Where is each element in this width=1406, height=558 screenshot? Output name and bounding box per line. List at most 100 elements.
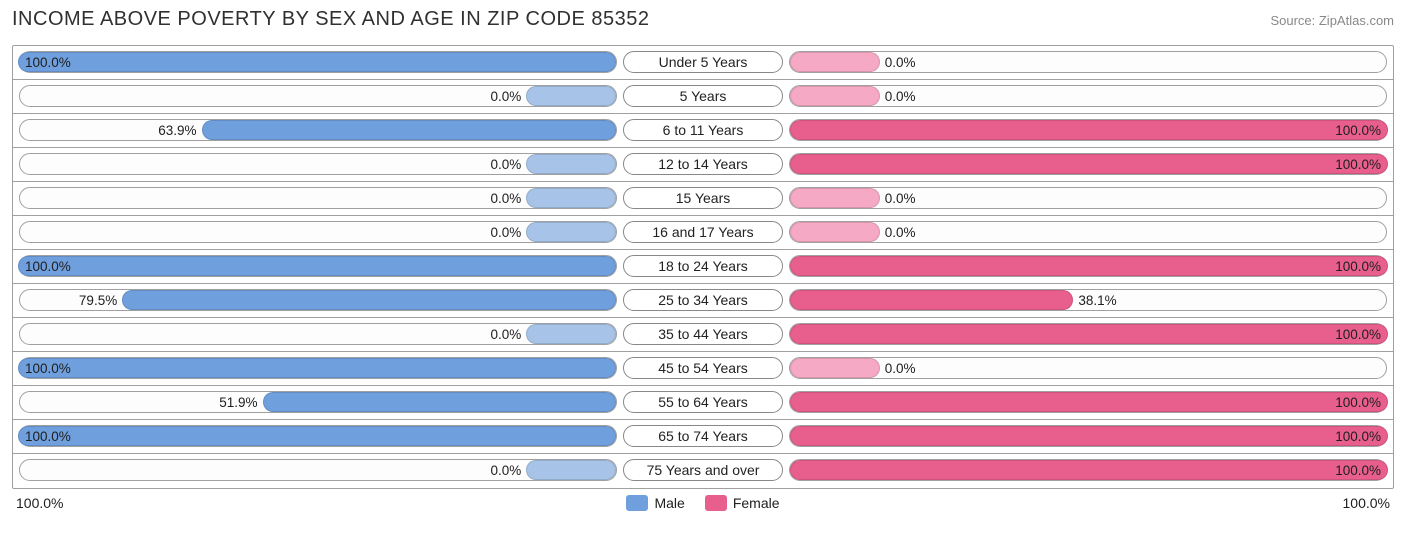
legend-swatch-male <box>626 495 648 511</box>
chart-row: 0.0%0.0%16 and 17 Years <box>13 216 1393 250</box>
female-value: 100.0% <box>1335 420 1381 454</box>
female-bar <box>790 426 1388 446</box>
female-bar <box>790 188 880 208</box>
female-bar <box>790 256 1388 276</box>
male-half: 100.0% <box>13 46 703 79</box>
female-half: 38.1% <box>703 284 1393 317</box>
chart-row: 63.9% 100.0% 6 to 11 Years <box>13 114 1393 148</box>
age-group-label: 35 to 44 Years <box>623 323 783 345</box>
female-value: 0.0% <box>885 216 916 250</box>
legend-label-male: Male <box>654 495 684 511</box>
male-half: 0.0% <box>13 80 703 113</box>
male-bar <box>122 290 616 310</box>
legend-label-female: Female <box>733 495 780 511</box>
male-bar <box>263 392 617 412</box>
age-group-label: 15 Years <box>623 187 783 209</box>
age-group-label: 65 to 74 Years <box>623 425 783 447</box>
chart-container: INCOME ABOVE POVERTY BY SEX AND AGE IN Z… <box>0 0 1406 523</box>
age-group-label: 12 to 14 Years <box>623 153 783 175</box>
male-half: 100.0% <box>13 420 703 453</box>
female-half: 0.0% <box>703 216 1393 249</box>
female-bar <box>790 460 1388 480</box>
age-group-label: 25 to 34 Years <box>623 289 783 311</box>
legend-female: Female <box>705 495 780 511</box>
female-bar <box>790 120 1388 140</box>
male-half: 0.0% <box>13 318 703 351</box>
age-group-label: 18 to 24 Years <box>623 255 783 277</box>
female-value: 100.0% <box>1335 318 1381 352</box>
legend: Male Female <box>626 495 779 511</box>
male-value: 0.0% <box>491 454 522 488</box>
female-bar <box>790 392 1388 412</box>
male-half: 100.0% <box>13 250 703 283</box>
male-value: 0.0% <box>491 216 522 250</box>
male-half: 0.0% <box>13 454 703 488</box>
chart-footer: 100.0% Male Female 100.0% <box>12 495 1394 511</box>
female-bar <box>790 52 880 72</box>
age-group-label: 75 Years and over <box>623 459 783 481</box>
female-half: 100.0% <box>703 318 1393 351</box>
male-bar <box>526 188 616 208</box>
male-half: 63.9% <box>13 114 703 147</box>
female-value: 0.0% <box>885 80 916 114</box>
female-value: 100.0% <box>1335 114 1381 148</box>
female-bar <box>790 222 880 242</box>
female-half: 0.0% <box>703 46 1393 79</box>
age-group-label: 55 to 64 Years <box>623 391 783 413</box>
female-value: 100.0% <box>1335 148 1381 182</box>
chart-row: 0.0% 100.0% 75 Years and over <box>13 454 1393 488</box>
male-bar <box>526 460 616 480</box>
chart-title: INCOME ABOVE POVERTY BY SEX AND AGE IN Z… <box>12 8 649 31</box>
axis-left-label: 100.0% <box>16 495 63 511</box>
age-group-label: 45 to 54 Years <box>623 357 783 379</box>
female-value: 0.0% <box>885 46 916 80</box>
chart-row: 100.0% 0.0% 45 to 54 Years <box>13 352 1393 386</box>
male-value: 0.0% <box>491 80 522 114</box>
male-bar <box>526 222 616 242</box>
male-half: 51.9% <box>13 386 703 419</box>
chart-row: 51.9% 100.0% 55 to 64 Years <box>13 386 1393 420</box>
female-half: 0.0% <box>703 352 1393 385</box>
chart-row: 100.0% 0.0% Under 5 Years <box>13 46 1393 80</box>
female-bar <box>790 290 1073 310</box>
male-value: 100.0% <box>25 46 71 80</box>
female-half: 100.0% <box>703 114 1393 147</box>
male-value: 100.0% <box>25 352 71 386</box>
female-bar <box>790 324 1388 344</box>
female-half: 0.0% <box>703 182 1393 215</box>
female-bar <box>790 154 1388 174</box>
male-bar <box>18 426 616 446</box>
female-value: 100.0% <box>1335 454 1381 488</box>
chart-row: 0.0%0.0%5 Years <box>13 80 1393 114</box>
chart-row: 0.0% 100.0% 12 to 14 Years <box>13 148 1393 182</box>
male-bar <box>202 120 617 140</box>
male-half: 0.0% <box>13 182 703 215</box>
age-group-label: Under 5 Years <box>623 51 783 73</box>
male-half: 0.0% <box>13 216 703 249</box>
age-group-label: 6 to 11 Years <box>623 119 783 141</box>
male-half: 0.0% <box>13 148 703 181</box>
chart-row: 100.0% 100.0% 18 to 24 Years <box>13 250 1393 284</box>
male-half: 100.0% <box>13 352 703 385</box>
male-bar <box>18 52 616 72</box>
male-bar <box>18 358 616 378</box>
male-value: 79.5% <box>79 284 117 318</box>
female-half: 0.0% <box>703 80 1393 113</box>
male-value: 0.0% <box>491 148 522 182</box>
female-value: 100.0% <box>1335 250 1381 284</box>
chart-source: Source: ZipAtlas.com <box>1270 13 1394 28</box>
female-value: 0.0% <box>885 182 916 216</box>
legend-swatch-female <box>705 495 727 511</box>
male-bar <box>526 86 616 106</box>
female-half: 100.0% <box>703 250 1393 283</box>
male-value: 100.0% <box>25 250 71 284</box>
male-half: 79.5% <box>13 284 703 317</box>
male-value: 0.0% <box>491 318 522 352</box>
butterfly-chart: 100.0%0.0%Under 5 Years0.0%0.0%5 Years63… <box>12 45 1394 489</box>
male-value: 100.0% <box>25 420 71 454</box>
female-value: 38.1% <box>1078 284 1116 318</box>
header: INCOME ABOVE POVERTY BY SEX AND AGE IN Z… <box>12 8 1394 31</box>
female-value: 0.0% <box>885 352 916 386</box>
axis-right-label: 100.0% <box>1343 495 1390 511</box>
female-value: 100.0% <box>1335 386 1381 420</box>
